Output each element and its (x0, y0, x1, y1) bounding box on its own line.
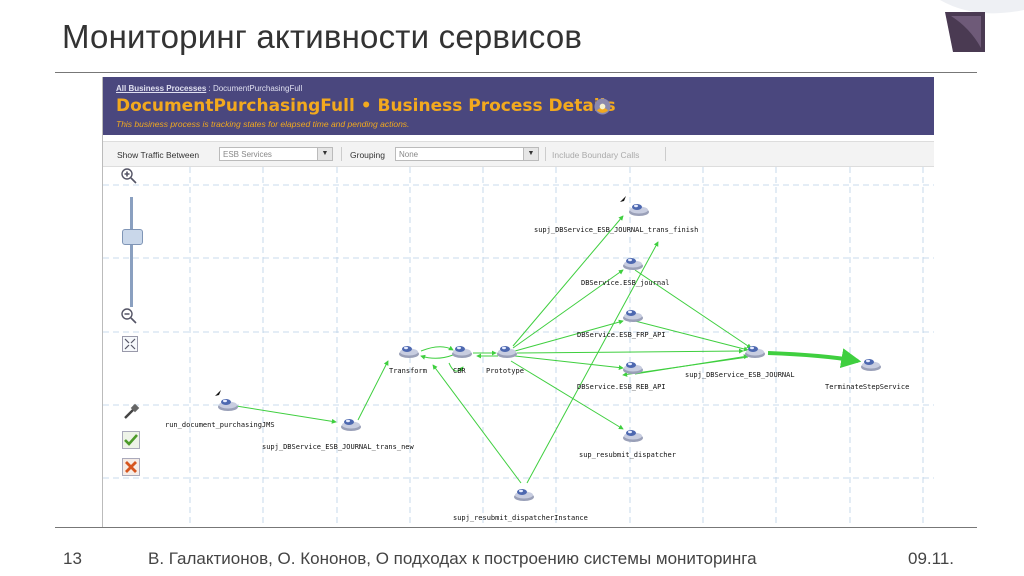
traffic-select-value: ESB Services (223, 150, 272, 159)
edge-thick (767, 348, 862, 369)
edge (510, 360, 624, 430)
node-label: Transform (389, 367, 427, 375)
node-cbr[interactable]: CBR (452, 346, 472, 375)
node-label: supj_DBService_ESB_JOURNAL_trans_new (262, 443, 415, 451)
edge (432, 364, 522, 484)
cursor-icon (215, 390, 221, 396)
chevron-down-icon: ▼ (317, 148, 332, 160)
edge (516, 348, 744, 354)
node-label: supj_resubmit_dispatcherInstance (453, 514, 588, 522)
breadcrumb-current: DocumentPurchasingFull (212, 84, 303, 93)
footer-date: 09.11. (908, 549, 955, 568)
edge (634, 269, 752, 349)
edge (448, 362, 464, 372)
app-header: All Business Processes : DocumentPurchas… (103, 77, 934, 135)
include-boundary-calls[interactable]: Include Boundary Calls (552, 150, 640, 160)
node-finish[interactable]: supj_DBService_ESB_JOURNAL_trans_finish (534, 196, 698, 234)
node-label: DBService.ESB_journal (581, 279, 670, 287)
node-frp[interactable]: DBService.ESB_FRP_API (577, 310, 666, 339)
node-terminate[interactable]: TerminateStepService (825, 359, 909, 391)
node-esbjournal[interactable]: supj_DBService_ESB_JOURNAL (685, 346, 795, 379)
node-reb[interactable]: DBService.ESB_REB_API (577, 362, 666, 391)
edge (514, 355, 624, 371)
grid (103, 167, 934, 527)
logo-icon (940, 0, 1024, 52)
node-label: Prototype (486, 367, 524, 375)
node-resubmitinst[interactable]: supj_resubmit_dispatcherInstance (453, 489, 588, 522)
screenshot: All Business Processes : DocumentPurchas… (102, 77, 934, 527)
node-label: run_document_purchasingJMS (165, 421, 275, 429)
show-traffic-label: Show Traffic Between (117, 150, 200, 160)
edge (420, 345, 454, 352)
title-divider (55, 72, 977, 73)
node-transnew[interactable]: supj_DBService_ESB_JOURNAL_trans_new (262, 419, 415, 451)
edge (634, 320, 749, 352)
node-transform[interactable]: Transform (389, 346, 427, 375)
status-pie-icon (594, 98, 611, 115)
node-jms[interactable]: run_document_purchasingJMS (165, 390, 275, 429)
breadcrumb: All Business Processes : DocumentPurchas… (116, 84, 302, 93)
page-subtitle: This business process is tracking states… (116, 119, 410, 129)
node-label: supj_DBService_ESB_JOURNAL_trans_finish (534, 226, 698, 234)
edge (514, 319, 624, 352)
page-title: DocumentPurchasingFull • Business Proces… (116, 96, 616, 116)
grouping-select-value: None (399, 150, 419, 159)
traffic-select[interactable]: ESB Services ▼ (219, 147, 333, 161)
footer-divider (55, 527, 977, 528)
grouping-label: Grouping (350, 150, 385, 160)
edge (512, 269, 624, 349)
zoom-slider-track[interactable] (130, 197, 133, 307)
node-prototype[interactable]: Prototype (486, 346, 524, 375)
grouping-select[interactable]: None ▼ (395, 147, 539, 161)
node-journal[interactable]: DBService.ESB_journal (581, 258, 670, 287)
edges (229, 215, 752, 484)
node-label: TerminateStepService (825, 383, 909, 391)
process-graph[interactable]: supj_DBService_ESB_JOURNAL_trans_finish … (103, 167, 934, 527)
edge (229, 404, 337, 424)
edge (357, 360, 389, 421)
toolbar: Show Traffic Between ESB Services ▼ Grou… (103, 141, 934, 167)
edge (512, 215, 624, 347)
toolbar-divider (341, 147, 342, 161)
toolbar-divider (665, 147, 666, 161)
node-resubmit[interactable]: sup_resubmit_dispatcher (579, 430, 676, 459)
edge (622, 356, 749, 377)
footer-text: В. Галактионов, О. Кононов, О подходах к… (148, 549, 757, 568)
breadcrumb-link[interactable]: All Business Processes (116, 84, 207, 93)
cursor-icon (620, 196, 626, 202)
breadcrumb-sep: : (206, 84, 213, 93)
edge (526, 241, 659, 484)
node-label: DBService.ESB_REB_API (577, 383, 666, 391)
node-label: supj_DBService_ESB_JOURNAL (685, 371, 795, 379)
node-label: CBR (453, 367, 466, 375)
slide-title: Мониторинг активности сервисов (62, 18, 583, 55)
chevron-down-icon: ▼ (523, 148, 538, 160)
zoom-slider-thumb[interactable] (122, 229, 143, 245)
page-number: 13 (63, 549, 82, 568)
toolbar-divider (545, 147, 546, 161)
edge (420, 354, 454, 360)
node-label: DBService.ESB_FRP_API (577, 331, 666, 339)
node-label: sup_resubmit_dispatcher (579, 451, 676, 459)
